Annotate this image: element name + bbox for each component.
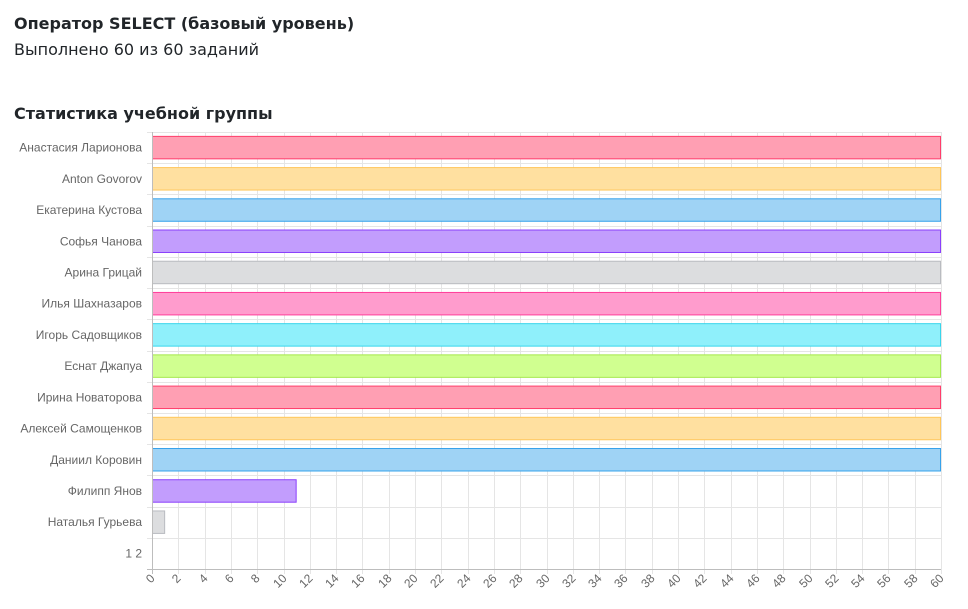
bar[interactable]	[152, 510, 166, 534]
x-tick-label: 28	[506, 571, 526, 591]
x-tick-label: 40	[664, 571, 684, 591]
x-tick-label: 38	[638, 571, 658, 591]
y-tick-label: 1 2	[125, 546, 142, 560]
chart-axes	[147, 132, 941, 574]
y-tick-label: Ирина Новаторова	[37, 390, 142, 404]
x-tick-label: 42	[690, 571, 710, 591]
x-tick-label: 0	[143, 571, 158, 586]
lesson-progress-text: Выполнено 60 из 60 заданий	[14, 40, 260, 59]
y-tick-label: Anton Govorov	[62, 172, 142, 186]
x-tick-label: 16	[348, 571, 368, 591]
x-tick-label: 6	[222, 571, 237, 586]
bar[interactable]	[152, 229, 941, 253]
x-tick-label: 24	[454, 571, 474, 591]
y-tick-label: Игорь Садовщиков	[36, 328, 142, 342]
x-tick-label: 10	[270, 571, 290, 591]
y-tick-label: Наталья Гурьева	[48, 515, 143, 529]
x-tick-label: 12	[296, 571, 316, 591]
x-tick-label: 46	[743, 571, 763, 591]
bar[interactable]	[152, 198, 941, 222]
x-tick-label: 34	[585, 571, 605, 591]
bar[interactable]	[152, 260, 941, 285]
x-tick-label: 26	[480, 571, 500, 591]
x-tick-label: 20	[401, 571, 421, 591]
y-tick-label: Илья Шахназаров	[42, 297, 142, 311]
x-tick-label: 50	[796, 571, 816, 591]
x-tick-label: 4	[196, 571, 211, 586]
y-tick-label: Анастасия Ларионова	[19, 141, 142, 155]
bar[interactable]	[152, 167, 941, 191]
bar[interactable]	[152, 135, 941, 160]
bar[interactable]	[152, 448, 941, 472]
y-tick-label: Екатерина Кустова	[36, 203, 142, 217]
chart-x-labels: 0 2 4 6 8 10 12 14 16 18 20 22 24 26 28 30 32 34 36 38 40 42 4…	[143, 571, 947, 591]
y-tick-label: Софья Чанова	[60, 234, 143, 248]
x-tick-label: 32	[559, 571, 579, 591]
x-tick-label: 60	[927, 571, 947, 591]
bar[interactable]	[152, 323, 941, 347]
chart-y-labels: Анастасия Ларионова Anton Govorov Екатерин…	[19, 141, 142, 561]
x-tick-label: 52	[822, 571, 842, 591]
x-tick-label: 8	[248, 571, 263, 586]
bar[interactable]	[152, 479, 297, 503]
x-tick-label: 36	[611, 571, 631, 591]
y-tick-label: Арина Грицай	[65, 265, 142, 279]
x-tick-label: 30	[533, 571, 553, 591]
x-tick-label: 22	[427, 571, 447, 591]
y-tick-label: Еснат Джапуа	[64, 359, 142, 373]
x-tick-label: 2	[169, 571, 184, 586]
y-tick-label: Филипп Янов	[68, 484, 142, 498]
lesson-title: Оператор SELECT (базовый уровень)	[14, 14, 355, 33]
bar[interactable]	[152, 416, 941, 441]
x-tick-label: 44	[717, 571, 737, 591]
x-tick-label: 54	[848, 571, 868, 591]
x-tick-label: 56	[874, 571, 894, 591]
y-tick-label: Алексей Самощенков	[20, 422, 142, 436]
x-tick-label: 14	[322, 571, 342, 591]
x-tick-label: 48	[769, 571, 789, 591]
bar[interactable]	[152, 291, 941, 316]
x-tick-label: 18	[375, 571, 395, 591]
chart-bars	[152, 135, 941, 534]
y-tick-label: Даниил Коровин	[50, 453, 142, 467]
group-stats-title: Статистика учебной группы	[14, 104, 273, 123]
x-tick-label: 58	[901, 571, 921, 591]
bar[interactable]	[152, 354, 941, 378]
bar[interactable]	[152, 385, 941, 410]
